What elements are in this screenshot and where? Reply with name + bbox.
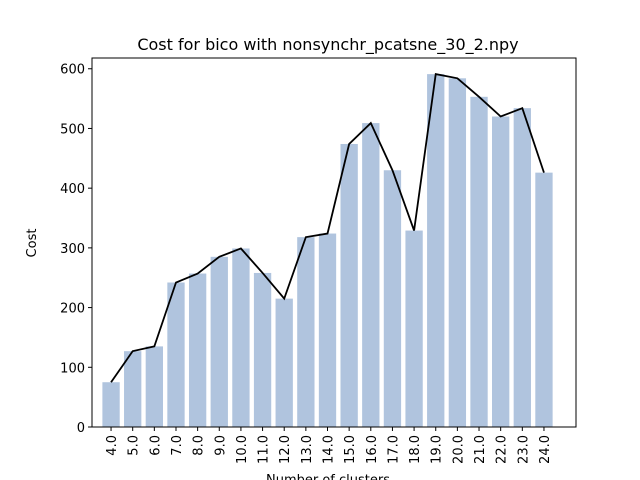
y-axis-label: Cost [25,229,40,258]
chart-title: Cost for bico with nonsynchr_pcatsne_30_… [137,35,518,55]
bar [362,123,380,428]
x-tick-label: 14.0 [322,435,337,464]
bar [232,248,250,427]
x-tick-label: 21.0 [473,435,488,464]
x-tick-label: 24.0 [538,435,553,464]
plot-frame [91,57,577,428]
bar [405,230,423,427]
bar [383,170,402,427]
x-tick-label: 20.0 [451,435,466,464]
x-tick-label: 17.0 [386,435,401,464]
bar [145,346,163,427]
x-tick-label: 7.0 [170,435,185,456]
x-tick-label: 8.0 [192,435,207,456]
bar [535,172,553,427]
bar [188,273,207,427]
x-tick-label: 13.0 [300,435,315,464]
bar [427,74,445,427]
cost-line [110,73,545,383]
x-tick-label: 9.0 [213,435,228,456]
bar [448,78,467,428]
y-tick-label: 300 [60,242,85,257]
x-tick-label: 10.0 [235,435,250,464]
x-tick-label: 15.0 [343,435,358,464]
bar [124,351,142,427]
bar [340,143,358,427]
y-tick-label: 600 [60,63,85,78]
x-tick-label: 19.0 [430,435,445,464]
bar [297,237,315,427]
x-tick-label: 18.0 [408,435,423,464]
bar [513,108,531,428]
y-tick-label: 400 [60,182,85,197]
x-axis-label: Number of clusters [266,473,390,480]
y-tick-label: 0 [77,421,85,436]
x-tick-label: 22.0 [495,435,510,464]
y-tick-label: 100 [60,361,85,376]
x-tick-label: 5.0 [127,435,142,456]
bar [470,96,488,428]
bar [102,382,120,427]
x-tick-label: 23.0 [516,435,531,464]
bar [318,233,337,427]
x-tick-label: 4.0 [105,435,120,456]
x-tick-label: 12.0 [278,435,293,464]
bar [210,256,228,427]
y-tick-label: 200 [60,302,85,317]
x-tick-label: 11.0 [257,435,272,464]
bar [492,116,510,428]
bar [275,298,293,427]
bar [167,282,185,427]
bar [253,272,272,427]
y-tick-label: 500 [60,122,85,137]
x-tick-label: 16.0 [365,435,380,464]
x-tick-label: 6.0 [148,435,163,456]
